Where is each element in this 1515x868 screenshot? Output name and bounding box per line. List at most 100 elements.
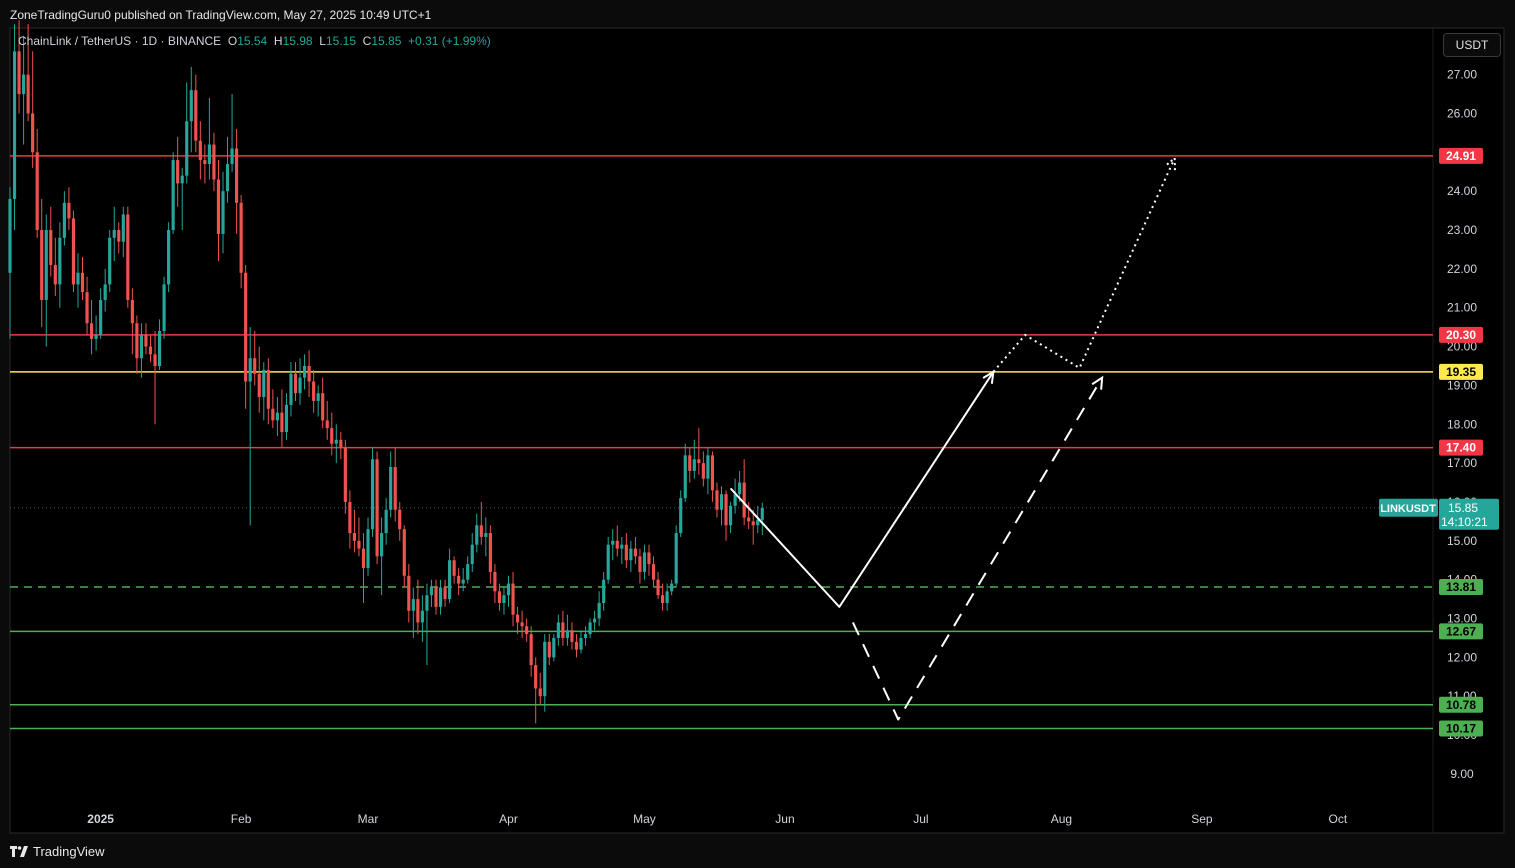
candle <box>253 331 257 386</box>
candle <box>244 264 248 409</box>
candle-body <box>239 202 243 273</box>
x-tick-label: Mar <box>358 812 379 826</box>
y-tick-label: 21.00 <box>1447 301 1477 315</box>
candle <box>538 672 542 704</box>
currency-button[interactable]: USDT <box>1443 33 1501 57</box>
candle-body <box>31 113 35 153</box>
candle <box>302 354 307 390</box>
y-tick-label: 22.00 <box>1447 262 1477 276</box>
candle <box>760 502 764 535</box>
candle-body <box>565 630 570 638</box>
candle <box>121 206 125 258</box>
projection-dashed-arrowhead <box>1091 375 1104 390</box>
candle-body <box>620 544 624 549</box>
candle <box>728 501 733 534</box>
candle <box>497 583 502 611</box>
candle-body <box>121 214 125 242</box>
projection-dotted <box>992 157 1176 373</box>
symbol-legend: ChainLink / TetherUS · 1D · BINANCE O15.… <box>18 34 491 48</box>
candle <box>384 498 388 545</box>
candle-body <box>407 575 411 611</box>
candle-body <box>525 626 529 635</box>
candles <box>8 20 764 724</box>
open-label: O <box>227 34 238 48</box>
candle <box>719 486 724 526</box>
candle <box>198 121 202 180</box>
candle-body <box>67 202 71 219</box>
candle-body <box>461 579 465 584</box>
candle <box>289 362 293 417</box>
candle <box>22 35 26 145</box>
candle-body <box>330 428 334 444</box>
candle-body <box>275 412 279 421</box>
candle <box>352 509 357 553</box>
candle <box>334 424 338 464</box>
candle <box>330 412 334 456</box>
candle-body <box>475 525 479 545</box>
candle <box>76 253 80 308</box>
candle-body <box>361 548 366 569</box>
x-tick-label: Oct <box>1328 812 1347 826</box>
candle-body <box>588 622 592 635</box>
level-badge-label: 10.78 <box>1446 698 1476 712</box>
tradingview-brand[interactable]: TradingView <box>10 844 105 859</box>
candle-body <box>660 595 665 603</box>
candle <box>642 544 647 580</box>
candle-body <box>221 191 225 234</box>
candle-body <box>76 272 80 285</box>
candle <box>688 447 692 483</box>
candle <box>398 501 402 541</box>
candle <box>493 564 497 603</box>
candle-body <box>12 51 17 199</box>
candle-body <box>49 230 53 265</box>
y-tick-label: 19.00 <box>1447 378 1477 392</box>
candle <box>515 606 520 635</box>
candle <box>606 536 610 584</box>
candle <box>230 94 234 172</box>
candle <box>130 288 134 355</box>
candle-body <box>99 299 103 335</box>
candle-body <box>117 230 121 242</box>
candle-body <box>89 323 94 339</box>
y-tick-label: 26.00 <box>1447 106 1477 120</box>
price-badge-value: 15.85 <box>1448 501 1478 515</box>
candle <box>284 393 289 440</box>
y-tick-label: 17.00 <box>1447 456 1477 470</box>
candle-body <box>416 599 420 623</box>
candle-body <box>339 439 343 448</box>
publish-info: ZoneTradingGuru0 published on TradingVie… <box>10 8 432 22</box>
candle-body <box>112 230 116 238</box>
candle <box>271 389 275 429</box>
candle <box>438 579 443 615</box>
candle-body <box>321 393 325 421</box>
candle <box>484 517 488 557</box>
candle-body <box>738 482 742 495</box>
candle-body <box>198 140 202 161</box>
candle-body <box>307 365 311 382</box>
candle <box>429 579 434 607</box>
candle-body <box>701 463 705 479</box>
candle <box>751 509 755 545</box>
candle <box>660 583 665 611</box>
candle-body <box>348 501 352 534</box>
candle-body <box>683 455 687 499</box>
candle-body <box>334 439 338 444</box>
candle <box>343 439 347 514</box>
high-label: H <box>273 34 283 48</box>
candle <box>697 428 701 475</box>
candle <box>443 579 447 607</box>
price-badge-countdown: 14:10:21 <box>1441 515 1488 529</box>
candle <box>674 525 678 588</box>
candle <box>112 206 116 262</box>
candle <box>26 24 30 122</box>
candle <box>62 191 66 246</box>
time-axis[interactable]: 2025 Feb Mar Apr May Jun Jul Aug Sep Oct <box>87 812 1348 826</box>
candle-body <box>624 544 628 561</box>
candle-body <box>547 641 551 658</box>
publish-header: ZoneTradingGuru0 published on TradingVie… <box>0 0 1515 28</box>
candle <box>153 331 157 425</box>
candle-body <box>452 560 456 576</box>
tradingview-logo-icon <box>10 846 28 857</box>
candle-body <box>697 459 701 464</box>
